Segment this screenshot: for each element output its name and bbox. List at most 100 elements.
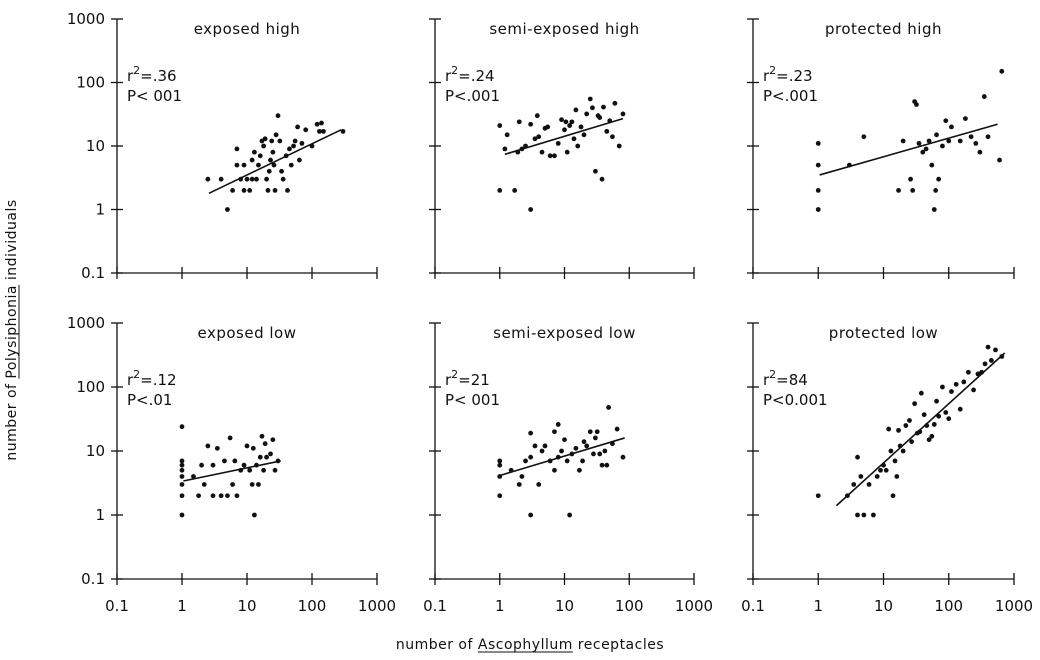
data-point [552,153,557,159]
data-point [241,462,247,468]
data-point [270,437,276,443]
data-point [191,474,196,479]
y-tick-label: 1 [95,506,105,524]
y-axis-label: number of Polysiphonia individuals [4,199,20,460]
data-point [249,176,255,182]
data-point [314,121,320,127]
data-point [985,344,991,350]
x-tick-label: 1 [813,597,823,615]
data-point [222,458,227,464]
data-point [519,146,525,152]
data-point [552,467,557,473]
data-point [179,424,185,430]
data-point [196,493,201,499]
data-point [523,458,528,464]
data-point [999,354,1005,359]
data-point [205,176,211,182]
data-point [931,207,937,212]
regression-line [819,123,998,176]
x-tick-label: 10 [555,597,574,615]
data-point [523,143,528,149]
data-point [497,187,503,193]
r-squared-label: r2=21 [445,368,490,389]
data-point [252,512,257,518]
panel-title: semi-exposed high [489,20,639,38]
data-point [179,467,185,473]
data-point [539,448,545,454]
data-point [262,441,268,447]
data-point [612,100,618,106]
data-point [555,140,561,146]
data-point [946,138,952,144]
data-point [528,430,534,436]
panel-title: protected low [829,324,938,342]
data-point [985,134,991,140]
data-point [227,435,233,441]
data-point [564,149,570,155]
data-point [528,454,534,460]
regression-line [835,352,1006,507]
x-tick-label: 10 [237,597,256,615]
data-point [878,467,883,473]
data-point [528,512,534,518]
data-point [249,482,255,487]
data-point [921,412,927,418]
data-point [179,458,185,464]
y-tick-label: 1000 [67,314,105,332]
data-point [993,347,998,353]
x-tick-label: 0.1 [105,597,129,615]
data-point [953,381,959,387]
data-point [973,140,979,146]
data-point [261,467,266,473]
data-point [516,482,522,487]
data-point [238,176,244,182]
y-axis-label-group: number of Polysiphonia individuals [4,199,20,460]
data-point [277,138,283,144]
data-point [575,143,581,149]
data-point [975,371,981,377]
data-point [949,124,954,130]
data-point [271,162,277,168]
data-point [569,451,575,457]
data-point [532,443,538,449]
data-point [971,387,976,393]
y-axis-label-genus: Polysiphonia [4,285,20,379]
y-axis-label-post: individuals [4,199,20,285]
data-point [516,119,522,125]
data-point [907,418,912,423]
data-point [268,157,273,163]
data-point [587,429,593,435]
data-point [580,458,585,464]
data-point [497,493,503,499]
data-point [815,493,821,499]
data-point [961,379,967,385]
r-squared-label: r2=.36 [127,64,177,85]
x-tick-label: 10 [874,597,893,615]
data-point [512,187,518,193]
data-point [319,120,324,126]
panel-title: exposed high [194,20,301,38]
data-point [257,153,263,159]
data-point [620,111,626,117]
x-tick-label: 100 [298,597,327,615]
data-point [886,426,892,432]
data-point [218,176,224,182]
data-point [497,474,503,479]
data-point [815,187,821,193]
data-point [210,462,216,468]
data-point [900,448,906,454]
data-point [892,458,898,464]
p-value-label: P< 001 [127,87,182,105]
data-point [519,474,525,479]
data-point [982,361,988,367]
data-point [562,437,567,443]
data-point [270,149,276,155]
data-point [815,207,821,212]
regression-line [208,129,342,195]
data-point [555,454,561,460]
data-point [846,162,852,168]
x-tick-label: 0.1 [741,597,765,615]
data-point [340,128,346,134]
data-point [244,176,250,182]
data-point [261,143,266,149]
